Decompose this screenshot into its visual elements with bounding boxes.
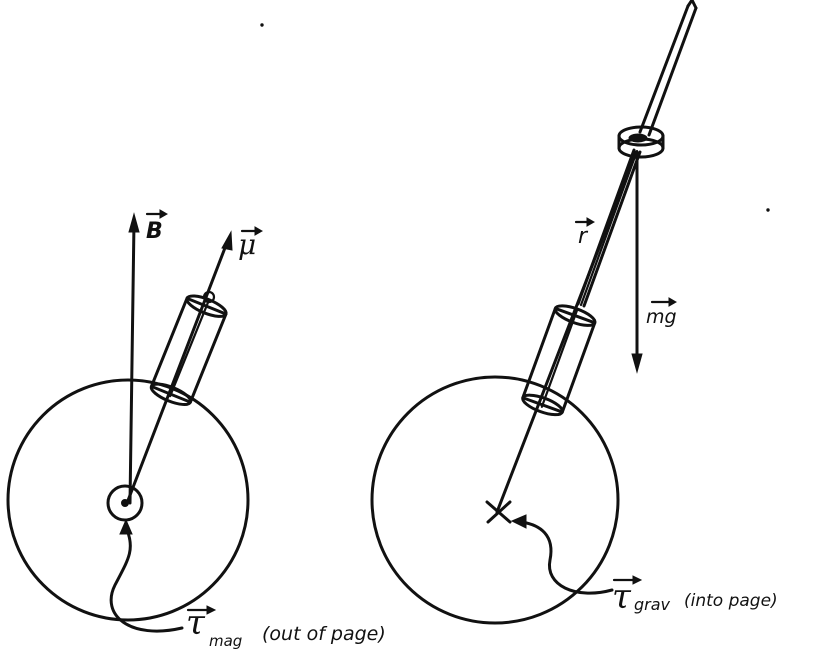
tau-grav-note: (into page) (684, 591, 778, 611)
upper-needle (638, 0, 698, 137)
center-x-mark (485, 500, 512, 524)
left-sphere (6, 378, 250, 622)
mu-arrow (125, 230, 233, 505)
tau-mag-pointer-arrow (109, 518, 184, 633)
tau-grav-vector-mark-icon (612, 575, 643, 585)
right-sphere (370, 375, 620, 625)
b-field-arrow (128, 212, 140, 505)
r-vector-mark-icon (574, 217, 596, 227)
left-figure: B μ τ mag (out of page) (6, 209, 386, 650)
mg-arrow (631, 150, 643, 374)
mg-label: mg (646, 306, 677, 328)
b-field-label: B (146, 219, 163, 244)
r-vector-line (495, 150, 638, 514)
tau-mag-label: τ (186, 603, 206, 643)
left-pivot-outer (106, 484, 144, 522)
right-cylinder (521, 304, 597, 417)
support-rod (576, 148, 642, 308)
tau-grav-subscript: grav (634, 595, 671, 614)
mu-label: μ (238, 228, 256, 261)
pivot-collar (617, 125, 665, 159)
tau-mag-vector-mark-icon (186, 605, 217, 615)
mu-vector-mark-icon (240, 226, 264, 236)
speck-1 (260, 23, 264, 27)
tau-mag-subscript: mag (209, 632, 242, 650)
right-figure: r mg τ grav (int (370, 0, 778, 625)
tau-grav-pointer-arrow (510, 514, 614, 595)
left-cylinder (149, 294, 228, 406)
mg-vector-mark-icon (650, 297, 678, 307)
tau-grav-label: τ (612, 577, 632, 617)
b-vector-mark-icon (145, 209, 169, 219)
speck-2 (766, 208, 770, 212)
r-label: r (578, 224, 589, 249)
tau-mag-note: (out of page) (262, 623, 386, 645)
